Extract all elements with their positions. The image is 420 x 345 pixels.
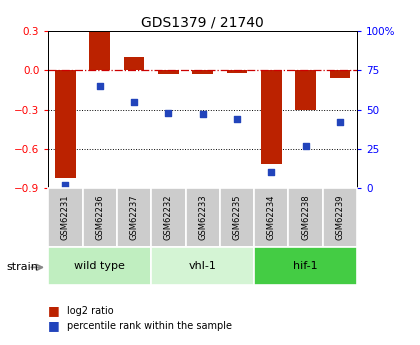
Point [97,83,103,89]
Bar [83,188,117,247]
Text: GSM62236: GSM62236 [95,195,104,240]
Bar [254,247,357,285]
Point [165,110,172,116]
Text: GSM62233: GSM62233 [198,195,207,240]
Point [131,99,137,105]
Text: log2 ratio: log2 ratio [67,306,114,315]
Bar [89,31,110,70]
Text: GSM62234: GSM62234 [267,195,276,240]
Bar [158,70,178,74]
Bar [117,188,151,247]
Point [62,182,69,188]
Text: ■: ■ [48,319,60,333]
Bar [227,70,247,73]
Bar [261,70,281,165]
Point [336,119,343,125]
Point [268,170,275,175]
Text: vhl-1: vhl-1 [189,261,217,270]
Bar [55,70,76,178]
Bar [323,188,357,247]
Bar [289,188,323,247]
Bar [151,247,254,285]
Bar [295,70,316,110]
Text: wild type: wild type [74,261,125,270]
Title: GDS1379 / 21740: GDS1379 / 21740 [141,16,264,30]
Bar [254,188,289,247]
Bar [186,188,220,247]
Bar [151,188,186,247]
Text: hif-1: hif-1 [293,261,318,270]
Text: strain: strain [6,263,38,272]
Bar [330,70,350,78]
Text: percentile rank within the sample: percentile rank within the sample [67,321,232,331]
Bar [48,188,83,247]
Bar [124,57,144,70]
Text: GSM62237: GSM62237 [129,195,139,240]
Point [302,143,309,148]
Point [234,116,240,122]
Bar [192,70,213,74]
Text: GSM62239: GSM62239 [335,195,344,240]
Text: GSM62232: GSM62232 [164,195,173,240]
Point [200,111,206,117]
Bar [48,247,151,285]
Text: GSM62231: GSM62231 [61,195,70,240]
Text: ■: ■ [48,304,60,317]
Text: GSM62235: GSM62235 [232,195,241,240]
Bar [220,188,254,247]
Text: GSM62238: GSM62238 [301,195,310,240]
